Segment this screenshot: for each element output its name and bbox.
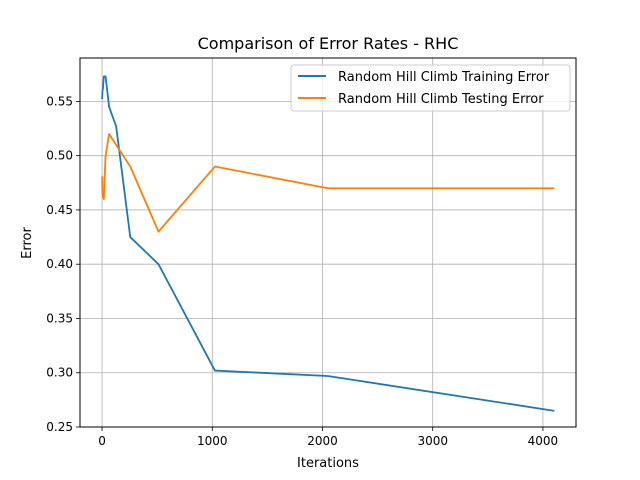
- x-tick-label: 0: [98, 434, 106, 448]
- series-line-training: [101, 75, 555, 412]
- legend-label-training: Random Hill Climb Training Error: [338, 70, 550, 85]
- grid: [80, 58, 576, 428]
- x-axis-label: Iterations: [297, 456, 359, 471]
- x-tick-label: 3000: [417, 434, 448, 448]
- y-tick-label: 0.40: [46, 257, 73, 271]
- legend-box: [290, 64, 571, 112]
- y-axis-label: Error: [20, 227, 35, 259]
- y-tick-label: 0.50: [46, 149, 73, 163]
- x-tick-label: 1000: [197, 434, 228, 448]
- plot-frame: [79, 57, 577, 428]
- y-tick-label: 0.55: [46, 94, 73, 108]
- y-tick-label: 0.35: [46, 311, 73, 325]
- series-layer: [101, 75, 555, 412]
- legend-label-testing: Random Hill Climb Testing Error: [338, 92, 544, 107]
- series-line-testing: [101, 133, 555, 233]
- x-tick-label: 4000: [528, 434, 559, 448]
- legend: Random Hill Climb Training Error Random …: [290, 64, 571, 112]
- y-tick-label: 0.30: [46, 366, 73, 380]
- x-tick-label: 2000: [307, 434, 338, 448]
- y-tick-label: 0.45: [46, 203, 73, 217]
- chart-title: Comparison of Error Rates - RHC: [198, 34, 459, 53]
- y-tick-label: 0.25: [46, 420, 73, 434]
- ticks: 0 1000 2000 3000 4000 0.25 0.30 0.35 0.40 0.45 0.5…: [46, 94, 558, 448]
